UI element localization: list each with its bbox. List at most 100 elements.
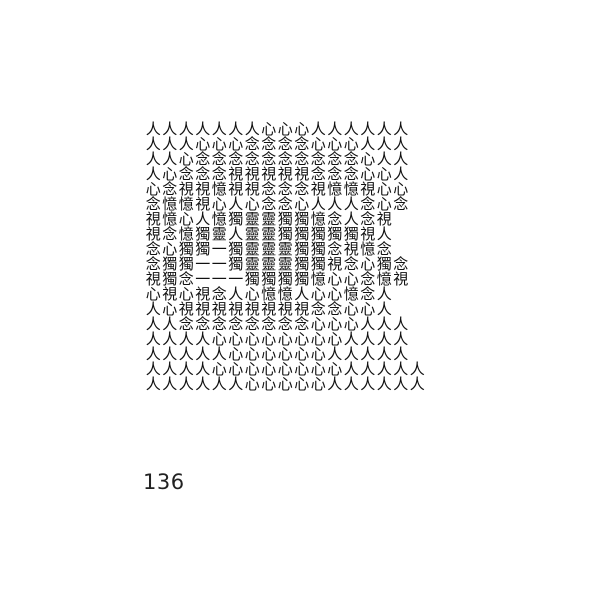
glyph-row: 人人念念念念念念念念心心心人人人 xyxy=(145,317,475,332)
glyph: 視 xyxy=(195,195,211,213)
glyph: 人 xyxy=(178,330,194,348)
glyph: 人 xyxy=(145,165,161,183)
glyph: 憶 xyxy=(376,270,392,288)
glyph: 人 xyxy=(343,330,359,348)
glyph: 視 xyxy=(294,165,310,183)
glyph: 獨 xyxy=(195,225,211,243)
glyph: 靈 xyxy=(261,255,277,273)
glyph: 人 xyxy=(294,285,310,303)
glyph: 人 xyxy=(162,135,178,153)
glyph: 人 xyxy=(195,360,211,378)
glyph: 人 xyxy=(376,120,392,138)
glyph: 視 xyxy=(277,165,293,183)
glyph: 心 xyxy=(228,135,244,153)
glyph: 心 xyxy=(376,180,392,198)
glyph: 念 xyxy=(145,255,161,273)
glyph: 念 xyxy=(178,270,194,288)
glyph: 人 xyxy=(228,285,244,303)
glyph: 視 xyxy=(195,285,211,303)
glyph: 靈 xyxy=(277,240,293,258)
glyph: 獨 xyxy=(376,255,392,273)
glyph: 人 xyxy=(327,120,343,138)
glyph: 人 xyxy=(393,120,409,138)
glyph-row: 人人人人心心心心心心心心人人人人人 xyxy=(145,362,475,377)
glyph: 獨 xyxy=(310,225,326,243)
glyph: 人 xyxy=(145,150,161,168)
glyph: 人 xyxy=(409,360,425,378)
glyph: 人 xyxy=(244,120,260,138)
glyph: 人 xyxy=(393,165,409,183)
glyph: 心 xyxy=(244,330,260,348)
glyph: 念 xyxy=(228,150,244,168)
glyph: 念 xyxy=(211,165,227,183)
glyph: 人 xyxy=(145,345,161,363)
glyph: 心 xyxy=(310,375,326,393)
glyph: 心 xyxy=(277,375,293,393)
glyph-row: 視念憶獨靈人靈靈獨獨獨獨獨視人 xyxy=(145,227,475,242)
glyph: 憶 xyxy=(310,210,326,228)
glyph: 念 xyxy=(195,165,211,183)
glyph: 心 xyxy=(294,345,310,363)
glyph: 念 xyxy=(211,315,227,333)
glyph: 心 xyxy=(228,345,244,363)
glyph: 人 xyxy=(228,195,244,213)
glyph: 心 xyxy=(327,360,343,378)
glyph: 人 xyxy=(376,300,392,318)
glyph: 視 xyxy=(195,180,211,198)
glyph: 念 xyxy=(195,150,211,168)
glyph: 心 xyxy=(360,165,376,183)
glyph: 視 xyxy=(393,270,409,288)
glyph: 人 xyxy=(310,120,326,138)
glyph: 念 xyxy=(244,315,260,333)
glyph: 靈 xyxy=(244,210,260,228)
glyph: 視 xyxy=(343,240,359,258)
glyph: 人 xyxy=(211,345,227,363)
glyph: 人 xyxy=(195,345,211,363)
glyph: 心 xyxy=(327,315,343,333)
glyph: 心 xyxy=(211,360,227,378)
glyph: 心 xyxy=(261,360,277,378)
glyph: 人 xyxy=(178,375,194,393)
glyph: 念 xyxy=(310,165,326,183)
glyph: 人 xyxy=(162,330,178,348)
glyph: 心 xyxy=(294,330,310,348)
glyph: 念 xyxy=(343,255,359,273)
page-number: 136 xyxy=(143,470,185,494)
glyph-row: 人心念念念視視視視視念念念心心人 xyxy=(145,167,475,182)
glyph: 念 xyxy=(360,285,376,303)
glyph: 視 xyxy=(261,300,277,318)
glyph: 念 xyxy=(261,150,277,168)
glyph: 人 xyxy=(376,135,392,153)
glyph: 憶 xyxy=(211,210,227,228)
glyph: 視 xyxy=(178,300,194,318)
glyph: 人 xyxy=(145,330,161,348)
glyph: 心 xyxy=(178,150,194,168)
glyph: 人 xyxy=(162,345,178,363)
glyph: 念 xyxy=(376,240,392,258)
glyph: 心 xyxy=(310,285,326,303)
glyph: 心 xyxy=(228,330,244,348)
glyph: 靈 xyxy=(261,225,277,243)
glyph: 人 xyxy=(393,375,409,393)
glyph: 心 xyxy=(261,375,277,393)
glyph: 視 xyxy=(145,225,161,243)
glyph: 靈 xyxy=(261,210,277,228)
glyph-row: 心念視視憶視視念念念視憶憶視心心 xyxy=(145,182,475,197)
glyph-row: 人人人人心心心心心心心心人人人人 xyxy=(145,332,475,347)
glyph-row: 念獨獨一一獨靈靈靈獨獨視念心獨念 xyxy=(145,257,475,272)
glyph: 靈 xyxy=(244,240,260,258)
glyph: 人 xyxy=(228,120,244,138)
glyph-row: 視獨念一一一獨獨獨獨憶心心念憶視 xyxy=(145,272,475,287)
glyph: 心 xyxy=(360,300,376,318)
glyph-row: 念憶憶視心人心念念心人人人念心念 xyxy=(145,197,475,212)
glyph: 念 xyxy=(244,135,260,153)
glyph: 人 xyxy=(409,375,425,393)
glyph-row: 人人人人人心心心心心心人人人人人 xyxy=(145,347,475,362)
glyph: 視 xyxy=(228,300,244,318)
glyph-row: 人人心念念念念念念念念念念心人人 xyxy=(145,152,475,167)
glyph: 人 xyxy=(327,195,343,213)
glyph: 念 xyxy=(393,195,409,213)
glyph: 心 xyxy=(162,300,178,318)
glyph: 念 xyxy=(244,150,260,168)
glyph: 憶 xyxy=(261,285,277,303)
